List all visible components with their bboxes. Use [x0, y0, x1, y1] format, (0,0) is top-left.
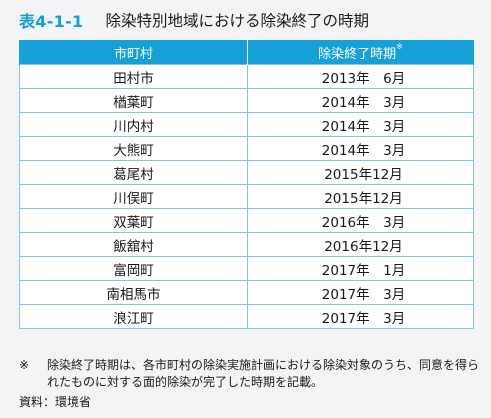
table-row: 川内村 2014年 3月	[19, 112, 474, 137]
period-cell: 2017年 1月	[247, 256, 474, 281]
period-cell: 2014年 3月	[247, 112, 474, 137]
table-row: 富岡町 2017年 1月	[19, 256, 474, 281]
period-cell: 2014年 3月	[247, 88, 474, 113]
table-row: 浪江町 2017年 3月	[19, 304, 474, 329]
table-row: 楢葉町 2014年 3月	[19, 88, 474, 113]
column-header-note-mark: ※	[396, 41, 403, 51]
table-row: 大熊町 2014年 3月	[19, 136, 474, 161]
period-cell: 2013年 6月	[247, 64, 474, 89]
footnote-mark: ※	[19, 358, 30, 372]
municipality-cell: 浪江町	[19, 304, 248, 329]
column-header-municipality-label: 市町村	[113, 46, 153, 62]
period-cell: 2015年12月	[247, 184, 474, 209]
table-number: 表4-1-1	[19, 12, 84, 31]
table-caption: 表4-1-1 除染特別地域における除染終了の時期	[19, 8, 369, 32]
municipality-cell: 川内村	[19, 112, 248, 137]
table-row: 飯舘村 2016年12月	[19, 232, 474, 257]
municipality-cell: 富岡町	[19, 256, 248, 281]
period-cell: 2017年 3月	[247, 280, 474, 305]
period-cell: 2016年 3月	[247, 208, 474, 233]
municipality-cell: 田村市	[19, 64, 248, 89]
table-row: 川俣町 2015年12月	[19, 184, 474, 209]
period-cell: 2016年12月	[247, 232, 474, 257]
municipality-cell: 川俣町	[19, 184, 248, 209]
period-cell: 2015年12月	[247, 160, 474, 185]
municipality-cell: 楢葉町	[19, 88, 248, 113]
municipality-cell: 葛尾村	[19, 160, 248, 185]
period-cell: 2014年 3月	[247, 136, 474, 161]
table-row: 南相馬市 2017年 3月	[19, 280, 474, 305]
municipality-cell: 大熊町	[19, 136, 248, 161]
source-credit: 資料：環境省	[19, 395, 92, 409]
municipality-cell: 双葉町	[19, 208, 248, 233]
column-header-municipality: 市町村	[19, 40, 248, 65]
column-header-period: 除染終了時期※	[247, 40, 474, 65]
table-footnote: ※ 除染終了時期は、各市町村の除染実施計画における除染対象のうち、同意を得られた…	[19, 357, 479, 391]
table-title: 除染特別地域における除染終了の時期	[105, 12, 369, 30]
period-cell: 2017年 3月	[247, 304, 474, 329]
table-header-row: 市町村 除染終了時期※	[19, 40, 474, 65]
footnote-text: 除染終了時期は、各市町村の除染実施計画における除染対象のうち、同意を得られたもの…	[47, 358, 480, 389]
table-row: 双葉町 2016年 3月	[19, 208, 474, 233]
municipality-cell: 飯舘村	[19, 232, 248, 257]
municipality-cell: 南相馬市	[19, 280, 248, 305]
table-row: 田村市 2013年 6月	[19, 64, 474, 89]
table-row: 葛尾村 2015年12月	[19, 160, 474, 185]
decontamination-table: 市町村 除染終了時期※ 田村市 2013年 6月 楢葉町 2014年 3月 川内…	[19, 40, 474, 329]
column-header-period-label: 除染終了時期	[318, 46, 397, 62]
